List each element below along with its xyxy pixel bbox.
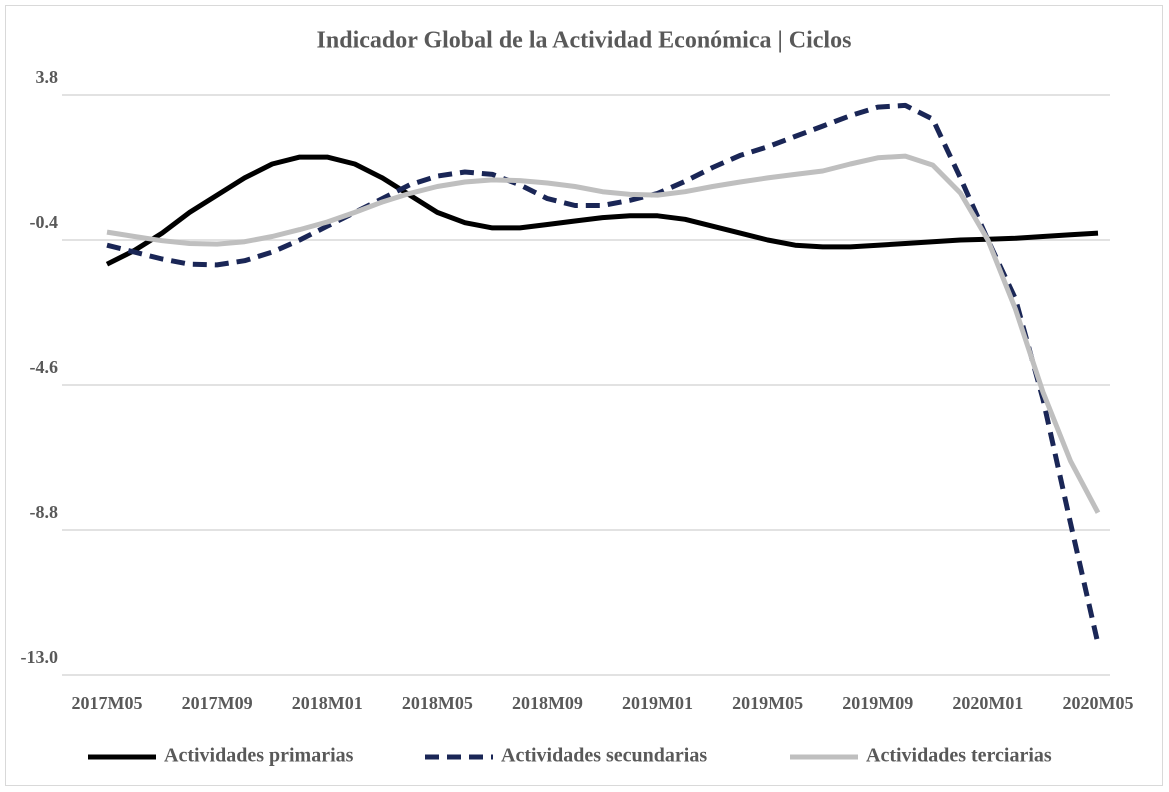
chart-frame [5,5,1163,786]
x-tick-label: 2019M05 [732,693,803,713]
x-tick-label: 2018M09 [512,693,583,713]
line-series [105,154,1099,267]
x-tick-label: 2017M05 [72,693,143,713]
x-tick-label: 2018M01 [292,693,363,713]
legend-label: Actividades primarias [164,745,354,767]
x-tick-label: 2019M01 [622,693,693,713]
x-tick-label: 2020M05 [1063,693,1134,713]
y-tick-label: 3.8 [36,67,59,87]
y-tick-label: -0.4 [30,212,59,232]
x-tick-label: 2019M09 [842,693,913,713]
legend-label: Actividades terciarias [866,745,1052,767]
chart-title: Indicador Global de la Actividad Económi… [317,28,852,54]
x-tick-label: 2017M09 [182,693,253,713]
x-tick-label: 2018M05 [402,693,473,713]
y-tick-label: -4.6 [30,357,59,377]
x-tick-label: 2020M01 [952,693,1023,713]
legend-label: Actividades secundarias [501,745,707,767]
y-tick-label: -8.8 [30,502,59,522]
y-tick-label: -13.0 [21,647,59,667]
line-series [106,153,1101,514]
